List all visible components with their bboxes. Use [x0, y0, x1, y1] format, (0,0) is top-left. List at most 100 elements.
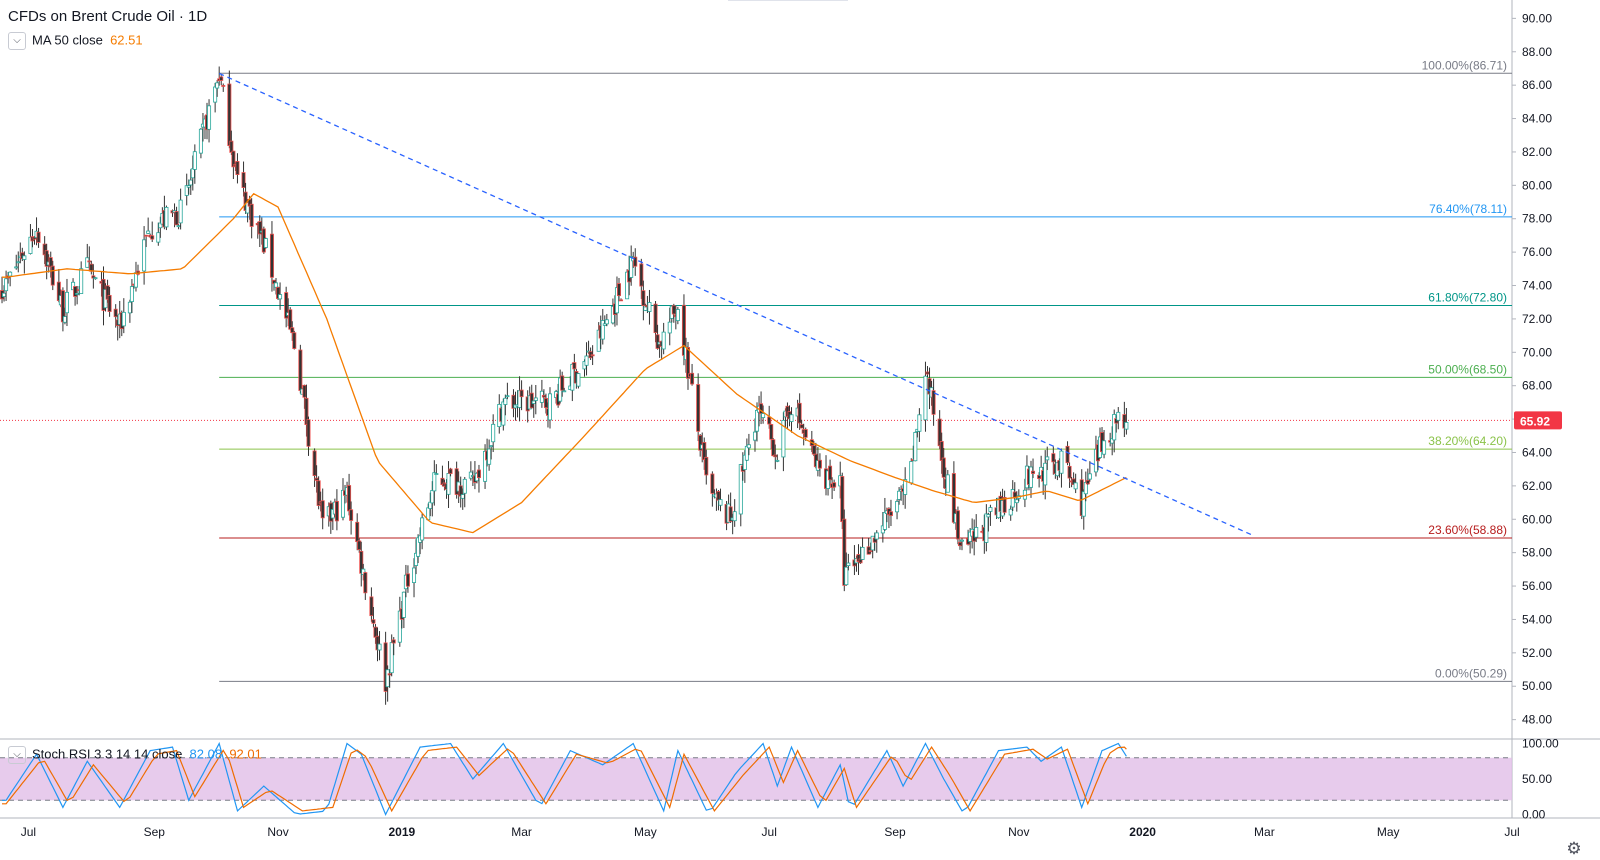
candle-body: [619, 299, 624, 302]
candle-body: [1102, 440, 1107, 455]
candle-body: [312, 450, 317, 477]
price-tick-label: 68.00: [1522, 379, 1552, 393]
candle-body: [1124, 421, 1129, 430]
candle-body: [462, 478, 467, 494]
candle-body: [986, 514, 991, 518]
candle-body: [842, 518, 847, 586]
trendline: [218, 72, 1255, 537]
candle-body: [718, 499, 723, 506]
candle-body: [446, 473, 451, 495]
candle-body: [1067, 465, 1072, 479]
ma-value: 62.51: [110, 32, 143, 48]
candle-body: [361, 568, 366, 575]
candle-body: [897, 490, 902, 500]
price-tick-label: 90.00: [1522, 11, 1552, 25]
ma-legend: ⌵ MA 50 close 62.51: [8, 32, 143, 50]
candle-body: [1051, 453, 1056, 463]
candle-body: [334, 500, 339, 522]
candle-body: [803, 429, 808, 438]
candle-body: [1043, 462, 1048, 486]
candle-body: [349, 509, 354, 521]
candle-body: [617, 283, 622, 297]
price-tick-label: 64.00: [1522, 445, 1552, 459]
candle-body: [860, 546, 865, 560]
osc-tick-label: 100.00: [1522, 737, 1559, 751]
candle-body: [1002, 496, 1007, 513]
time-tick-label: Mar: [1254, 825, 1275, 839]
candle-body: [858, 558, 863, 564]
candle-body: [60, 290, 65, 323]
candle-body: [22, 255, 27, 260]
candle-body: [501, 401, 506, 426]
time-tick-label: Jul: [762, 825, 777, 839]
candle-body: [487, 448, 492, 465]
candle-body: [274, 282, 279, 288]
candle-body: [430, 490, 435, 504]
price-tick-label: 74.00: [1522, 279, 1552, 293]
time-tick-label: 2019: [388, 825, 415, 839]
candle-body: [186, 185, 191, 188]
candle-body: [306, 419, 311, 447]
candle-body: [828, 465, 833, 481]
candle-body: [133, 272, 138, 288]
price-tick-label: 62.00: [1522, 479, 1552, 493]
candle-body: [541, 394, 546, 398]
time-tick-label: May: [1377, 825, 1400, 839]
candle-body: [164, 206, 169, 228]
candle-body: [655, 334, 660, 349]
fib-level-label: 61.80%(72.80): [1428, 291, 1507, 305]
candle-body: [562, 390, 567, 393]
candle-body: [363, 572, 368, 594]
candle-body: [641, 290, 646, 306]
candle-body: [984, 513, 989, 543]
price-tick-label: 58.00: [1522, 546, 1552, 560]
candle-body: [278, 294, 283, 300]
candle-body: [647, 302, 652, 312]
candle-body: [761, 413, 766, 418]
candle-body: [639, 263, 644, 287]
price-tick-label: 88.00: [1522, 45, 1552, 59]
candle-body: [93, 277, 98, 280]
candle-body: [771, 439, 776, 457]
chevron-down-icon[interactable]: ⌵: [8, 746, 26, 764]
last-price-value: 65.92: [1520, 414, 1550, 428]
time-tick-label: May: [634, 825, 657, 839]
candle-body: [738, 464, 743, 515]
candle-body: [846, 562, 851, 567]
candle-body: [1008, 508, 1013, 516]
candle-body: [903, 479, 908, 495]
candle-body: [957, 541, 962, 547]
candle-body: [64, 291, 69, 314]
candle-body: [290, 327, 295, 334]
candle-body: [671, 305, 676, 315]
ma50-line: [2, 192, 1127, 534]
candle-body: [387, 673, 392, 676]
price-tick-label: 82.00: [1522, 145, 1552, 159]
candle-body: [87, 260, 92, 263]
symbol-legend: CFDs on Brent Crude Oil · 1D: [8, 8, 207, 25]
candle-body: [909, 461, 914, 484]
fib-level-label: 38.20%(64.20): [1428, 434, 1507, 448]
candle-body: [401, 591, 406, 618]
time-tick-label: Mar: [511, 825, 532, 839]
osc-tick-label: 0.00: [1522, 807, 1546, 821]
candle-body: [675, 309, 680, 321]
candle-body: [917, 414, 922, 432]
candle-body: [489, 445, 494, 448]
candle-body: [227, 83, 232, 147]
chevron-down-icon[interactable]: ⌵: [8, 32, 26, 50]
price-tick-label: 78.00: [1522, 212, 1552, 226]
time-tick-label: Nov: [1008, 825, 1029, 839]
candle-body: [229, 140, 234, 153]
candle-body: [840, 476, 845, 522]
candle-body: [543, 397, 548, 409]
candle-body: [241, 172, 246, 188]
candle-body: [460, 494, 465, 499]
price-tick-label: 80.00: [1522, 178, 1552, 192]
candle-body: [752, 431, 757, 441]
candle-body: [221, 85, 226, 87]
candle-body: [178, 199, 183, 224]
candle-body: [882, 512, 887, 530]
gear-icon[interactable]: ⚙: [1566, 839, 1582, 858]
